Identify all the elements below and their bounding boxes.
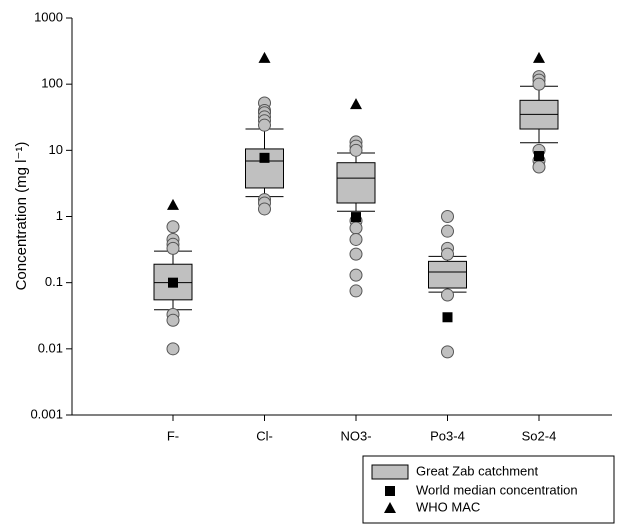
x-tick-label: NO3- <box>340 428 371 443</box>
marker-triangle <box>258 51 271 63</box>
outlier <box>349 221 363 235</box>
outlier <box>532 160 546 174</box>
outlier <box>441 247 454 261</box>
y-tick-label: 10 <box>49 142 63 157</box>
marker-square <box>259 152 270 163</box>
outlier <box>166 342 180 356</box>
outlier <box>441 224 454 238</box>
outlier <box>532 77 546 91</box>
outlier <box>258 118 271 132</box>
outlier <box>166 220 180 234</box>
y-tick-label: 100 <box>41 76 63 91</box>
outlier <box>441 345 454 359</box>
marker-square <box>442 312 453 323</box>
outlier <box>166 313 180 327</box>
outlier <box>349 284 363 298</box>
outlier <box>349 143 363 157</box>
y-tick-label: 0.001 <box>30 406 63 421</box>
outlier <box>441 210 454 223</box>
marker-triangle <box>533 51 545 63</box>
y-tick-label: 0.01 <box>38 340 63 355</box>
outlier <box>166 241 180 255</box>
y-axis-label: Concentration (mg l⁻¹) <box>13 142 30 291</box>
box <box>428 260 467 289</box>
legend-marker <box>385 486 395 496</box>
marker-triangle <box>167 198 179 210</box>
x-tick-label: Cl- <box>256 428 273 443</box>
y-tick-label: 1 <box>56 208 63 223</box>
outlier <box>349 232 363 246</box>
y-tick-label: 1000 <box>34 9 63 24</box>
marker-square <box>534 151 544 162</box>
legend-swatch <box>371 464 409 480</box>
x-tick-label: Po3-4 <box>430 428 465 443</box>
outlier <box>349 247 363 261</box>
outlier <box>349 268 363 282</box>
marker-square <box>351 212 361 223</box>
x-tick-label: F- <box>167 428 179 443</box>
legend-marker <box>384 502 396 513</box>
x-tick-label: So2-4 <box>522 428 557 443</box>
marker-triangle <box>350 98 362 110</box>
outlier <box>258 202 271 216</box>
legend-label: WHO MAC <box>416 499 480 514</box>
legend-label: Great Zab catchment <box>416 463 538 478</box>
outlier <box>441 288 454 302</box>
box <box>336 162 376 204</box>
y-tick-label: 0.1 <box>45 274 63 289</box>
marker-square <box>168 277 178 288</box>
legend-label: World median concentration <box>416 482 578 497</box>
